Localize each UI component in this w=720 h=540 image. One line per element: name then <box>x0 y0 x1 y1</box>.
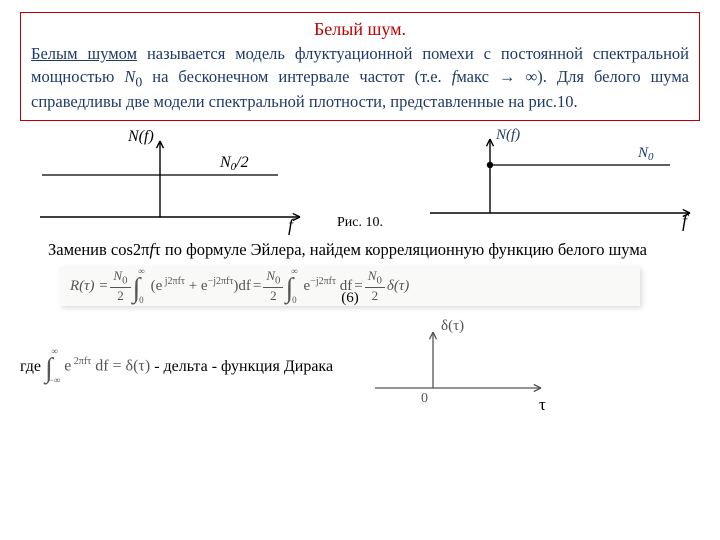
figure-10: N(f) f N0/2 N(f)fN0 Рис. 10. <box>20 127 700 237</box>
svg-text:N(f): N(f) <box>495 127 520 143</box>
equation-6: R(τ) = N02 ∫∞0(e j2πfτ + e−j2πfτ)df = N0… <box>60 267 640 306</box>
svg-text:N(f): N(f) <box>127 128 154 145</box>
title-box: Белый шум. Белым шумом называется модель… <box>20 12 700 121</box>
title-description: Белым шумом называется модель флуктуацио… <box>31 43 689 113</box>
svg-text:0: 0 <box>421 391 428 406</box>
svg-text:τ: τ <box>539 395 546 414</box>
figure-caption: Рис. 10. <box>337 214 383 233</box>
bottom-row: где∫∞−∞e 2πfτ df = δ(τ) - дельта - функц… <box>20 316 700 416</box>
svg-text:δ(τ): δ(τ) <box>441 318 464 334</box>
euler-paragraph: Заменив cos2πfτ по формуле Эйлера, найде… <box>20 239 700 261</box>
title: Белый шум. <box>31 17 689 41</box>
svg-text:f: f <box>288 215 296 235</box>
delta-function-plot: δ(τ) τ 0 <box>343 316 553 416</box>
svg-text:N0/2: N0/2 <box>219 154 249 173</box>
spectrum-one-sided: N(f)fN0 <box>410 127 700 237</box>
where-clause: где∫∞−∞e 2πfτ df = δ(τ) - дельта - функц… <box>20 355 333 377</box>
equation-number: (6) <box>341 288 359 308</box>
spectrum-two-sided: N(f) f N0/2 <box>20 127 310 237</box>
svg-text:N0: N0 <box>637 145 654 163</box>
